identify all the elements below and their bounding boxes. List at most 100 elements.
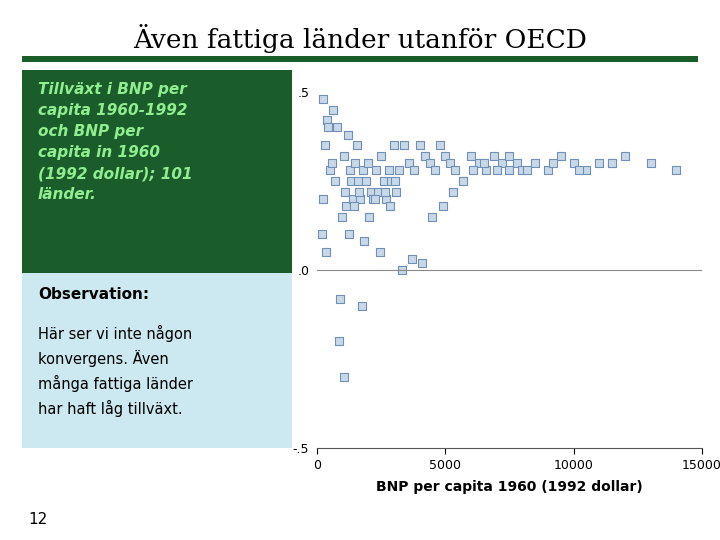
Point bbox=[318, 94, 329, 103]
Point bbox=[429, 166, 441, 174]
Point bbox=[385, 177, 397, 185]
Point bbox=[465, 152, 477, 160]
Point bbox=[357, 166, 369, 174]
Point bbox=[338, 373, 349, 381]
Point bbox=[370, 166, 382, 174]
Text: Även fattiga länder utanför OECD: Även fattiga länder utanför OECD bbox=[133, 24, 587, 53]
Point bbox=[457, 177, 469, 185]
Point bbox=[342, 130, 354, 139]
Point bbox=[568, 159, 580, 167]
Point bbox=[384, 201, 396, 210]
Point bbox=[447, 187, 459, 196]
Point bbox=[439, 152, 451, 160]
Point bbox=[414, 141, 426, 150]
Point bbox=[496, 159, 508, 167]
Point bbox=[323, 123, 334, 132]
Point bbox=[444, 159, 456, 167]
Point bbox=[504, 166, 516, 174]
Point bbox=[318, 194, 329, 203]
Point bbox=[406, 255, 418, 264]
Point bbox=[396, 266, 408, 274]
Point bbox=[478, 159, 490, 167]
Point bbox=[380, 194, 392, 203]
Point bbox=[374, 248, 385, 256]
Point bbox=[341, 201, 352, 210]
Point bbox=[356, 301, 367, 310]
Point bbox=[364, 212, 375, 221]
Point bbox=[473, 159, 485, 167]
Point bbox=[346, 177, 357, 185]
Point bbox=[320, 248, 331, 256]
Point bbox=[619, 152, 631, 160]
Text: Tillväxt i BNP per
capita 1960-1992
och BNP per
capita in 1960
(1992 dollar); 10: Tillväxt i BNP per capita 1960-1992 och … bbox=[37, 82, 192, 202]
Point bbox=[437, 201, 449, 210]
Point bbox=[316, 230, 328, 239]
Text: Här ser vi inte någon
konvergens. Även
många fattiga länder
har haft låg tillväx: Här ser vi inte någon konvergens. Även m… bbox=[37, 325, 193, 416]
Point bbox=[347, 194, 359, 203]
Point bbox=[468, 166, 480, 174]
Text: 12: 12 bbox=[29, 512, 48, 527]
Point bbox=[351, 141, 362, 150]
Point bbox=[606, 159, 618, 167]
Point bbox=[328, 105, 339, 114]
Point bbox=[355, 194, 366, 203]
Point bbox=[504, 152, 516, 160]
Point bbox=[362, 159, 374, 167]
Point bbox=[670, 166, 682, 174]
Point bbox=[390, 177, 401, 185]
Point bbox=[529, 159, 541, 167]
Point bbox=[319, 141, 330, 150]
Point bbox=[416, 259, 428, 267]
Point bbox=[373, 187, 384, 196]
Point bbox=[326, 159, 338, 167]
Point bbox=[343, 230, 355, 239]
Point bbox=[547, 159, 559, 167]
Point bbox=[324, 166, 336, 174]
Point bbox=[321, 116, 333, 125]
Point bbox=[334, 294, 346, 303]
Point bbox=[480, 166, 492, 174]
Point bbox=[393, 166, 405, 174]
Point bbox=[369, 194, 380, 203]
Point bbox=[645, 159, 657, 167]
Point bbox=[457, 177, 469, 185]
Point bbox=[491, 166, 503, 174]
X-axis label: BNP per capita 1960 (1992 dollar): BNP per capita 1960 (1992 dollar) bbox=[376, 480, 643, 494]
Point bbox=[354, 187, 365, 196]
Point bbox=[360, 177, 372, 185]
Point bbox=[542, 166, 554, 174]
Point bbox=[419, 152, 431, 160]
Point bbox=[383, 166, 395, 174]
Y-axis label: Årlig tillväxt 1960-92 i procent: Årlig tillväxt 1960-92 i procent bbox=[272, 179, 287, 361]
Point bbox=[338, 152, 349, 160]
Point bbox=[606, 159, 618, 167]
Point bbox=[378, 177, 390, 185]
Point bbox=[450, 166, 462, 174]
Point bbox=[359, 237, 370, 246]
Point bbox=[424, 159, 436, 167]
Point bbox=[555, 152, 567, 160]
Point bbox=[398, 141, 410, 150]
Point bbox=[379, 187, 391, 196]
Point bbox=[388, 141, 400, 150]
Point bbox=[434, 141, 446, 150]
Point bbox=[352, 177, 364, 185]
Point bbox=[375, 152, 387, 160]
Point bbox=[511, 159, 523, 167]
Point bbox=[367, 194, 379, 203]
Point bbox=[391, 187, 402, 196]
Point bbox=[332, 123, 343, 132]
Point bbox=[573, 166, 585, 174]
Point bbox=[516, 166, 528, 174]
Point bbox=[348, 201, 360, 210]
Point bbox=[333, 337, 344, 346]
Point bbox=[350, 159, 361, 167]
Point bbox=[593, 159, 605, 167]
Text: Observation:: Observation: bbox=[37, 287, 149, 302]
Point bbox=[521, 166, 533, 174]
Point bbox=[344, 166, 356, 174]
Point bbox=[488, 152, 500, 160]
Point bbox=[426, 212, 438, 221]
Point bbox=[339, 187, 351, 196]
Point bbox=[365, 187, 377, 196]
